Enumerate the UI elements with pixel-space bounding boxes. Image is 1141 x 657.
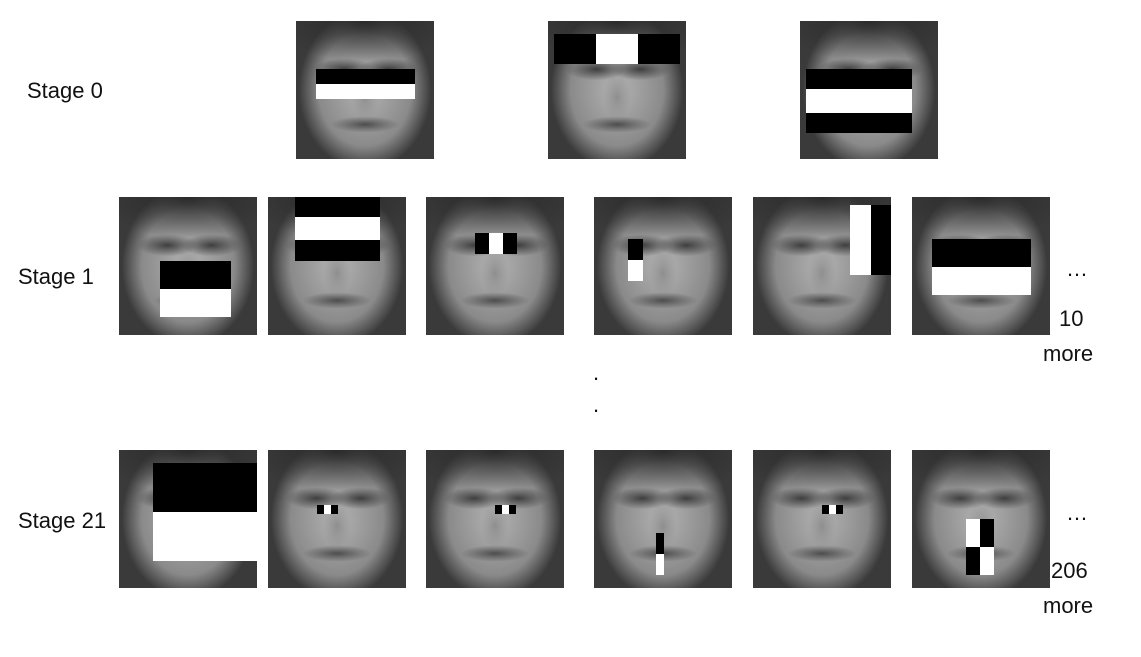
haar-feature-light	[829, 505, 836, 514]
haar-feature-dark	[980, 519, 994, 547]
haar-feature-dark	[295, 197, 380, 217]
haar-feature-light	[502, 505, 509, 514]
stage-21-face-3	[426, 450, 564, 588]
stage-21-ellipsis: …	[1066, 500, 1088, 525]
haar-feature-light	[324, 505, 331, 514]
stage-1-label: Stage 1	[18, 264, 94, 289]
haar-feature-dark	[871, 205, 891, 275]
haar-feature-dark	[806, 113, 912, 133]
separator-dot-1: .	[593, 360, 600, 385]
stage-0-face-1	[296, 21, 434, 159]
haar-feature-dark	[806, 69, 912, 89]
stage-1-more-count: 10	[1059, 306, 1084, 331]
haar-feature-dark	[554, 34, 596, 64]
stage-1-face-1	[119, 197, 257, 335]
haar-feature-dark	[331, 505, 338, 514]
stage-1-face-5	[753, 197, 891, 335]
haar-feature-dark	[503, 233, 517, 254]
stage-21-more-label: more	[1043, 593, 1094, 618]
haar-feature-dark	[836, 505, 843, 514]
stage-1-face-2	[268, 197, 406, 335]
haar-feature-light	[596, 34, 638, 64]
haar-feature-light	[316, 84, 415, 99]
haar-feature-dark	[317, 505, 324, 514]
haar-feature-light	[980, 547, 994, 575]
haar-feature-dark	[160, 261, 231, 289]
haar-feature-light	[656, 554, 664, 575]
haar-feature-dark	[295, 240, 380, 261]
stage-0-face-2	[548, 21, 686, 159]
stage-21-face-5	[753, 450, 891, 588]
stage-21-face-2	[268, 450, 406, 588]
stage-1-face-3	[426, 197, 564, 335]
haar-feature-light	[806, 89, 912, 113]
haar-feature-dark	[822, 505, 829, 514]
haar-feature-light	[850, 205, 871, 275]
haar-feature-light	[966, 519, 980, 547]
stage-21-more-count: 206	[1051, 558, 1088, 583]
haar-feature-dark	[509, 505, 516, 514]
haar-feature-light	[489, 233, 503, 254]
stage-1-more-label: more	[1043, 341, 1094, 366]
stage-0-face-3	[800, 21, 938, 159]
haar-feature-dark	[628, 239, 643, 260]
stage-1-ellipsis: …	[1066, 256, 1088, 281]
haar-feature-dark	[932, 239, 1031, 267]
haar-feature-dark	[966, 547, 980, 575]
haar-feature-light	[628, 260, 643, 281]
stage-21-face-6	[912, 450, 1050, 588]
haar-feature-light	[160, 289, 231, 317]
separator-dot-2: .	[593, 392, 600, 417]
haar-feature-dark	[495, 505, 502, 514]
stage-21-label: Stage 21	[18, 508, 107, 533]
haar-feature-light	[295, 217, 380, 240]
haar-feature-dark	[656, 533, 664, 554]
haar-feature-dark	[638, 34, 680, 64]
haar-feature-dark	[153, 463, 257, 512]
stage-1-face-6	[912, 197, 1050, 335]
haar-feature-light	[932, 267, 1031, 295]
stage-0-label: Stage 0	[27, 78, 103, 103]
haar-feature-dark	[475, 233, 489, 254]
stage-21-face-4	[594, 450, 732, 588]
haar-feature-dark	[316, 69, 415, 84]
stage-1-face-4	[594, 197, 732, 335]
haar-feature-light	[153, 512, 257, 561]
stage-21-face-1	[119, 450, 257, 588]
